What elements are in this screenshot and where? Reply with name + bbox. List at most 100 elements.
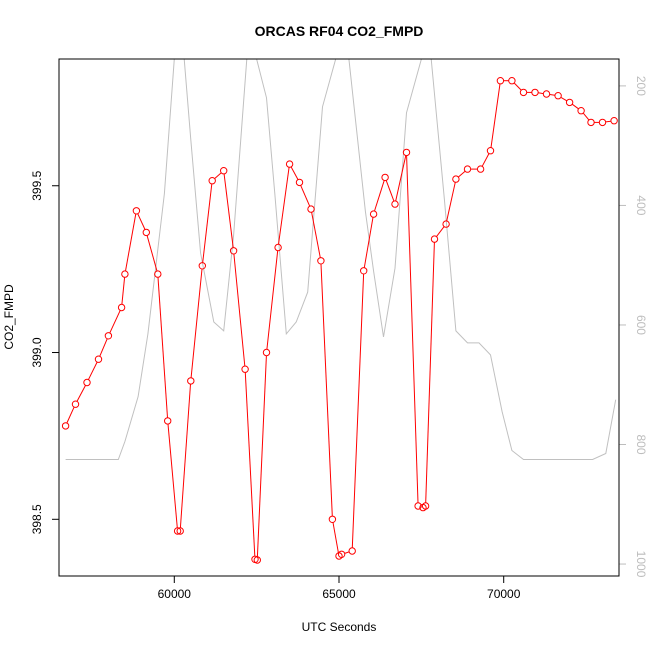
data-point [496,77,505,85]
data-point [83,378,91,387]
series-segment [137,213,146,230]
series-segment [290,166,299,180]
data-point [317,257,325,265]
data-point [121,270,129,278]
series-segment [385,180,395,202]
series-segment [66,406,75,424]
data-point [262,348,271,357]
data-point [253,556,261,564]
series-segment [560,96,568,102]
data-point [104,332,113,340]
series-segment [190,268,203,378]
series-segment [121,277,126,305]
series-segment [436,226,445,237]
data-point [241,365,249,373]
data-point [577,107,585,115]
plot-frame [58,58,620,577]
data-point [348,547,356,555]
data-point [598,118,607,127]
y-tick-label: 398.5 [30,504,44,534]
series-segment [571,103,579,110]
series-segment [425,242,435,503]
data-point [430,235,439,243]
series-segment [223,173,234,248]
series-segment [109,310,121,334]
series-segment [395,155,407,202]
series-segment [233,253,246,367]
data-point [519,88,528,97]
data-point [208,177,216,185]
data-point [274,243,282,252]
data-point [565,98,574,107]
data-point [542,90,551,98]
series-segment [351,273,365,548]
secondary-series-layer [65,59,617,460]
series-segment [332,522,339,553]
y2-tick-label: 1000 [634,551,648,578]
series-segment [179,384,191,528]
data-point [421,502,430,510]
data-point [463,165,472,173]
series-segment [320,263,333,517]
y-tick-label: 399.0 [30,337,44,367]
data-point [610,117,618,125]
y2-tick-label: 200 [634,76,648,96]
data-point [285,160,294,168]
data-point [369,210,378,218]
series-segment [300,185,311,207]
data-point [414,502,422,510]
data-point [142,228,151,237]
data-point [229,247,238,255]
series-segment [582,112,590,121]
series-segment [446,182,456,222]
y-axis-label: CO2_FMPD [2,284,16,350]
data-point [176,527,184,535]
series-segment [157,277,168,418]
primary-series-layer [61,77,618,564]
data-point [381,173,389,182]
series-segment [266,250,279,350]
data-point [554,92,562,100]
series-segment [125,213,137,272]
data-point [486,147,495,155]
series-segment [244,372,256,557]
x-tick-label: 65000 [322,587,356,601]
data-point [132,207,141,215]
data-point [360,267,368,275]
series-segment [538,92,544,95]
chart-title: ORCAS RF04 CO2_FMPD [255,23,424,39]
data-point [402,148,411,157]
x-tick-label: 70000 [487,587,521,601]
series-segment [167,424,178,528]
series-segment [99,338,108,357]
series-segment [214,172,222,179]
data-point [442,220,450,228]
series-segment [374,180,385,212]
data-point [220,167,228,175]
data-point [173,527,182,535]
series-segment [406,155,419,503]
data-point [307,205,315,213]
data-point [295,178,304,187]
series-segment [605,120,611,123]
series-segment [256,355,267,557]
data-point [337,550,346,558]
x-tick-label: 60000 [158,587,192,601]
series-segment [311,212,321,258]
series-segment [363,217,374,268]
series-segment [344,551,350,554]
x-axis-label: UTC Seconds [302,620,377,634]
series-segment [549,94,555,96]
data-point [328,515,337,523]
series-segment [278,167,290,245]
y2-tick-label: 400 [634,195,648,215]
data-point [94,355,103,363]
data-point [476,165,485,173]
data-point [71,400,80,408]
data-point [531,88,539,97]
data-point [61,422,70,430]
data-point [164,417,172,425]
